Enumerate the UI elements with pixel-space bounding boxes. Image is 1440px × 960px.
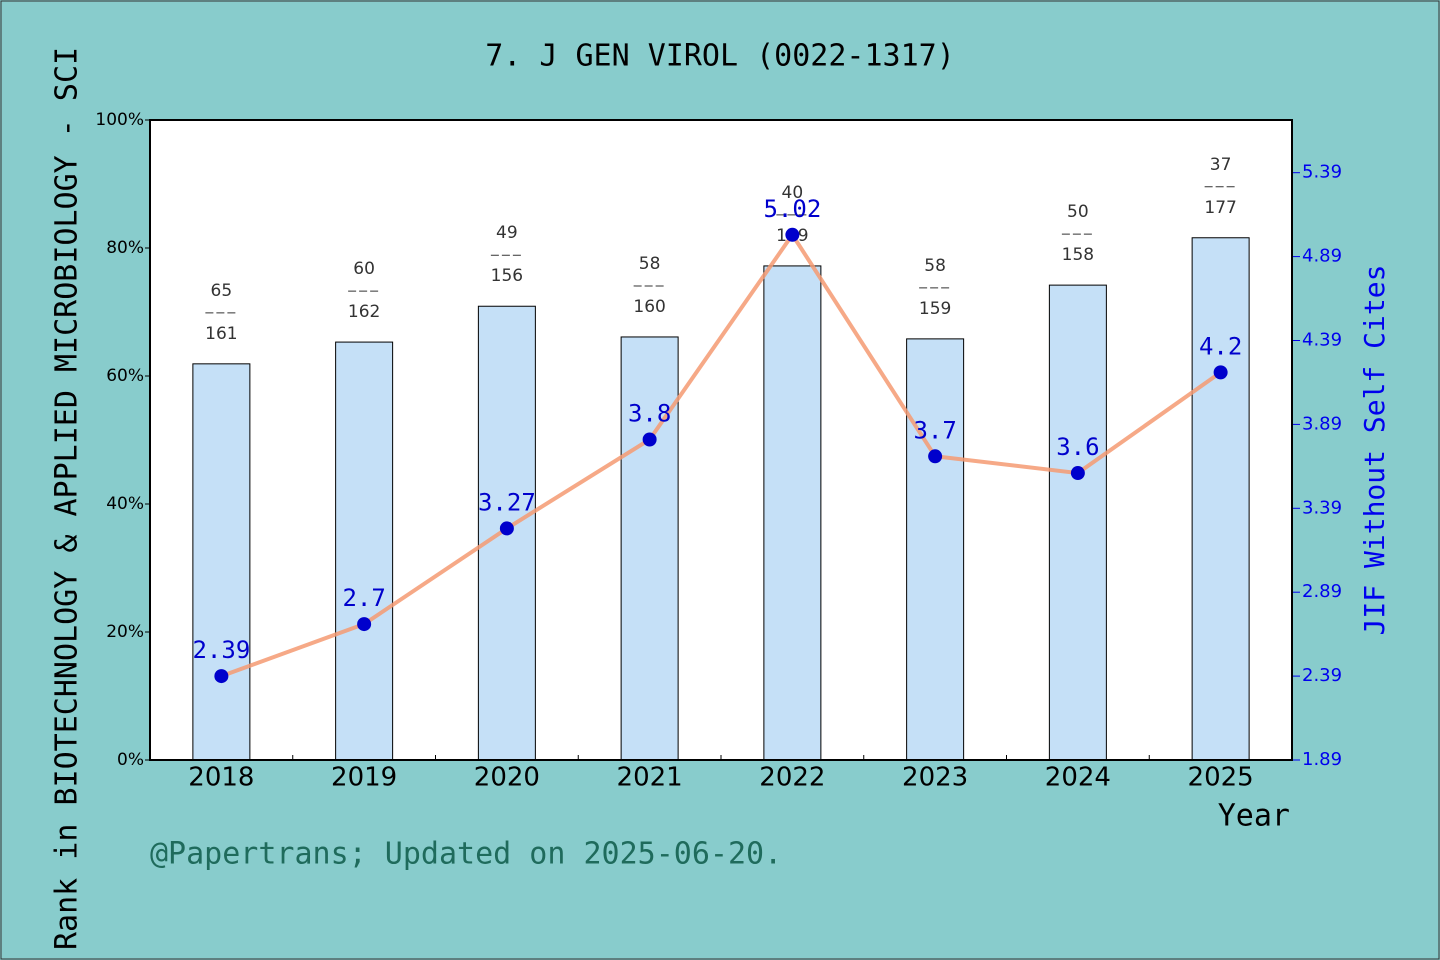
value-label: 3.7: [913, 416, 956, 444]
value-label: 3.27: [478, 488, 536, 516]
total-label: 161: [205, 324, 237, 344]
x-tick-label: 2025: [1188, 763, 1254, 793]
point: [642, 432, 657, 447]
line: [220, 231, 1222, 678]
y-tick-label: 40%: [106, 494, 144, 514]
bar: [335, 341, 394, 761]
total-label: 162: [348, 302, 380, 322]
y2-tick-label: 5.39: [1302, 162, 1342, 183]
point: [785, 227, 800, 242]
y-tick-label: 60%: [106, 366, 144, 386]
y-axis-label: Rank in BIOTECHNOLOGY & APPLIED MICROBIO…: [50, 47, 85, 950]
value-label: 4.2: [1199, 332, 1242, 360]
point: [928, 449, 943, 464]
y-tick-label: 20%: [106, 622, 144, 642]
y-tick-label: 0%: [117, 750, 144, 770]
rank-label: 58: [924, 256, 946, 276]
point: [357, 617, 372, 632]
value-label: 2.39: [192, 636, 250, 664]
x-tick-label: 2024: [1045, 763, 1111, 793]
y2-tick-label: 4.39: [1302, 329, 1342, 350]
point: [1213, 365, 1228, 380]
value-label: 5.02: [763, 195, 821, 223]
x-tick-label: 2022: [759, 763, 825, 793]
y2-axis-label: JIF Without Self Cites: [1358, 265, 1391, 636]
total-label: 159: [919, 299, 951, 319]
chart-title: 7. J GEN VIROL (0022-1317): [485, 39, 955, 74]
rank-label: 37: [1210, 155, 1232, 175]
rank-label: 49: [496, 223, 518, 243]
total-label: 156: [491, 266, 523, 286]
point: [499, 521, 514, 536]
x-tick-label: 2023: [902, 763, 968, 793]
value-label: 2.7: [342, 584, 385, 612]
value-label: 3.8: [628, 399, 671, 427]
y2-tick-label: 2.89: [1302, 581, 1342, 602]
bar: [192, 363, 251, 761]
y-tick-label: 100%: [95, 110, 144, 130]
rank-label: 40: [782, 183, 804, 203]
rank-label: 60: [353, 259, 375, 279]
bar: [763, 265, 822, 761]
bar: [1191, 237, 1250, 761]
bar: [906, 338, 965, 761]
y2-tick-label: 2.39: [1302, 665, 1342, 686]
total-label: 158: [1062, 245, 1094, 265]
x-tick-label: 2018: [188, 763, 254, 793]
plot-frame: [149, 119, 1293, 761]
total-label: 160: [633, 297, 665, 317]
rank-label: 58: [639, 254, 661, 274]
value-label: 3.6: [1056, 433, 1099, 461]
y-tick-label: 80%: [106, 238, 144, 258]
plot-area: [150, 120, 1292, 760]
point: [214, 669, 229, 684]
x-tick-label: 2020: [474, 763, 540, 793]
x-tick-label: 2019: [331, 763, 397, 793]
y2-tick-label: 4.89: [1302, 246, 1342, 267]
bar: [1048, 284, 1107, 761]
footer: @Papertrans; Updated on 2025-06-20.: [150, 837, 782, 872]
rank-label: 50: [1067, 202, 1089, 222]
y2-tick-label: 1.89: [1302, 749, 1342, 770]
y2-tick-label: 3.39: [1302, 497, 1342, 518]
y2-tick-label: 3.89: [1302, 413, 1342, 434]
point: [1070, 466, 1085, 481]
x-tick-label: 2021: [617, 763, 683, 793]
total-label: 177: [1204, 198, 1236, 218]
x-axis-label: Year: [1218, 799, 1290, 834]
rank-label: 65: [211, 281, 233, 301]
